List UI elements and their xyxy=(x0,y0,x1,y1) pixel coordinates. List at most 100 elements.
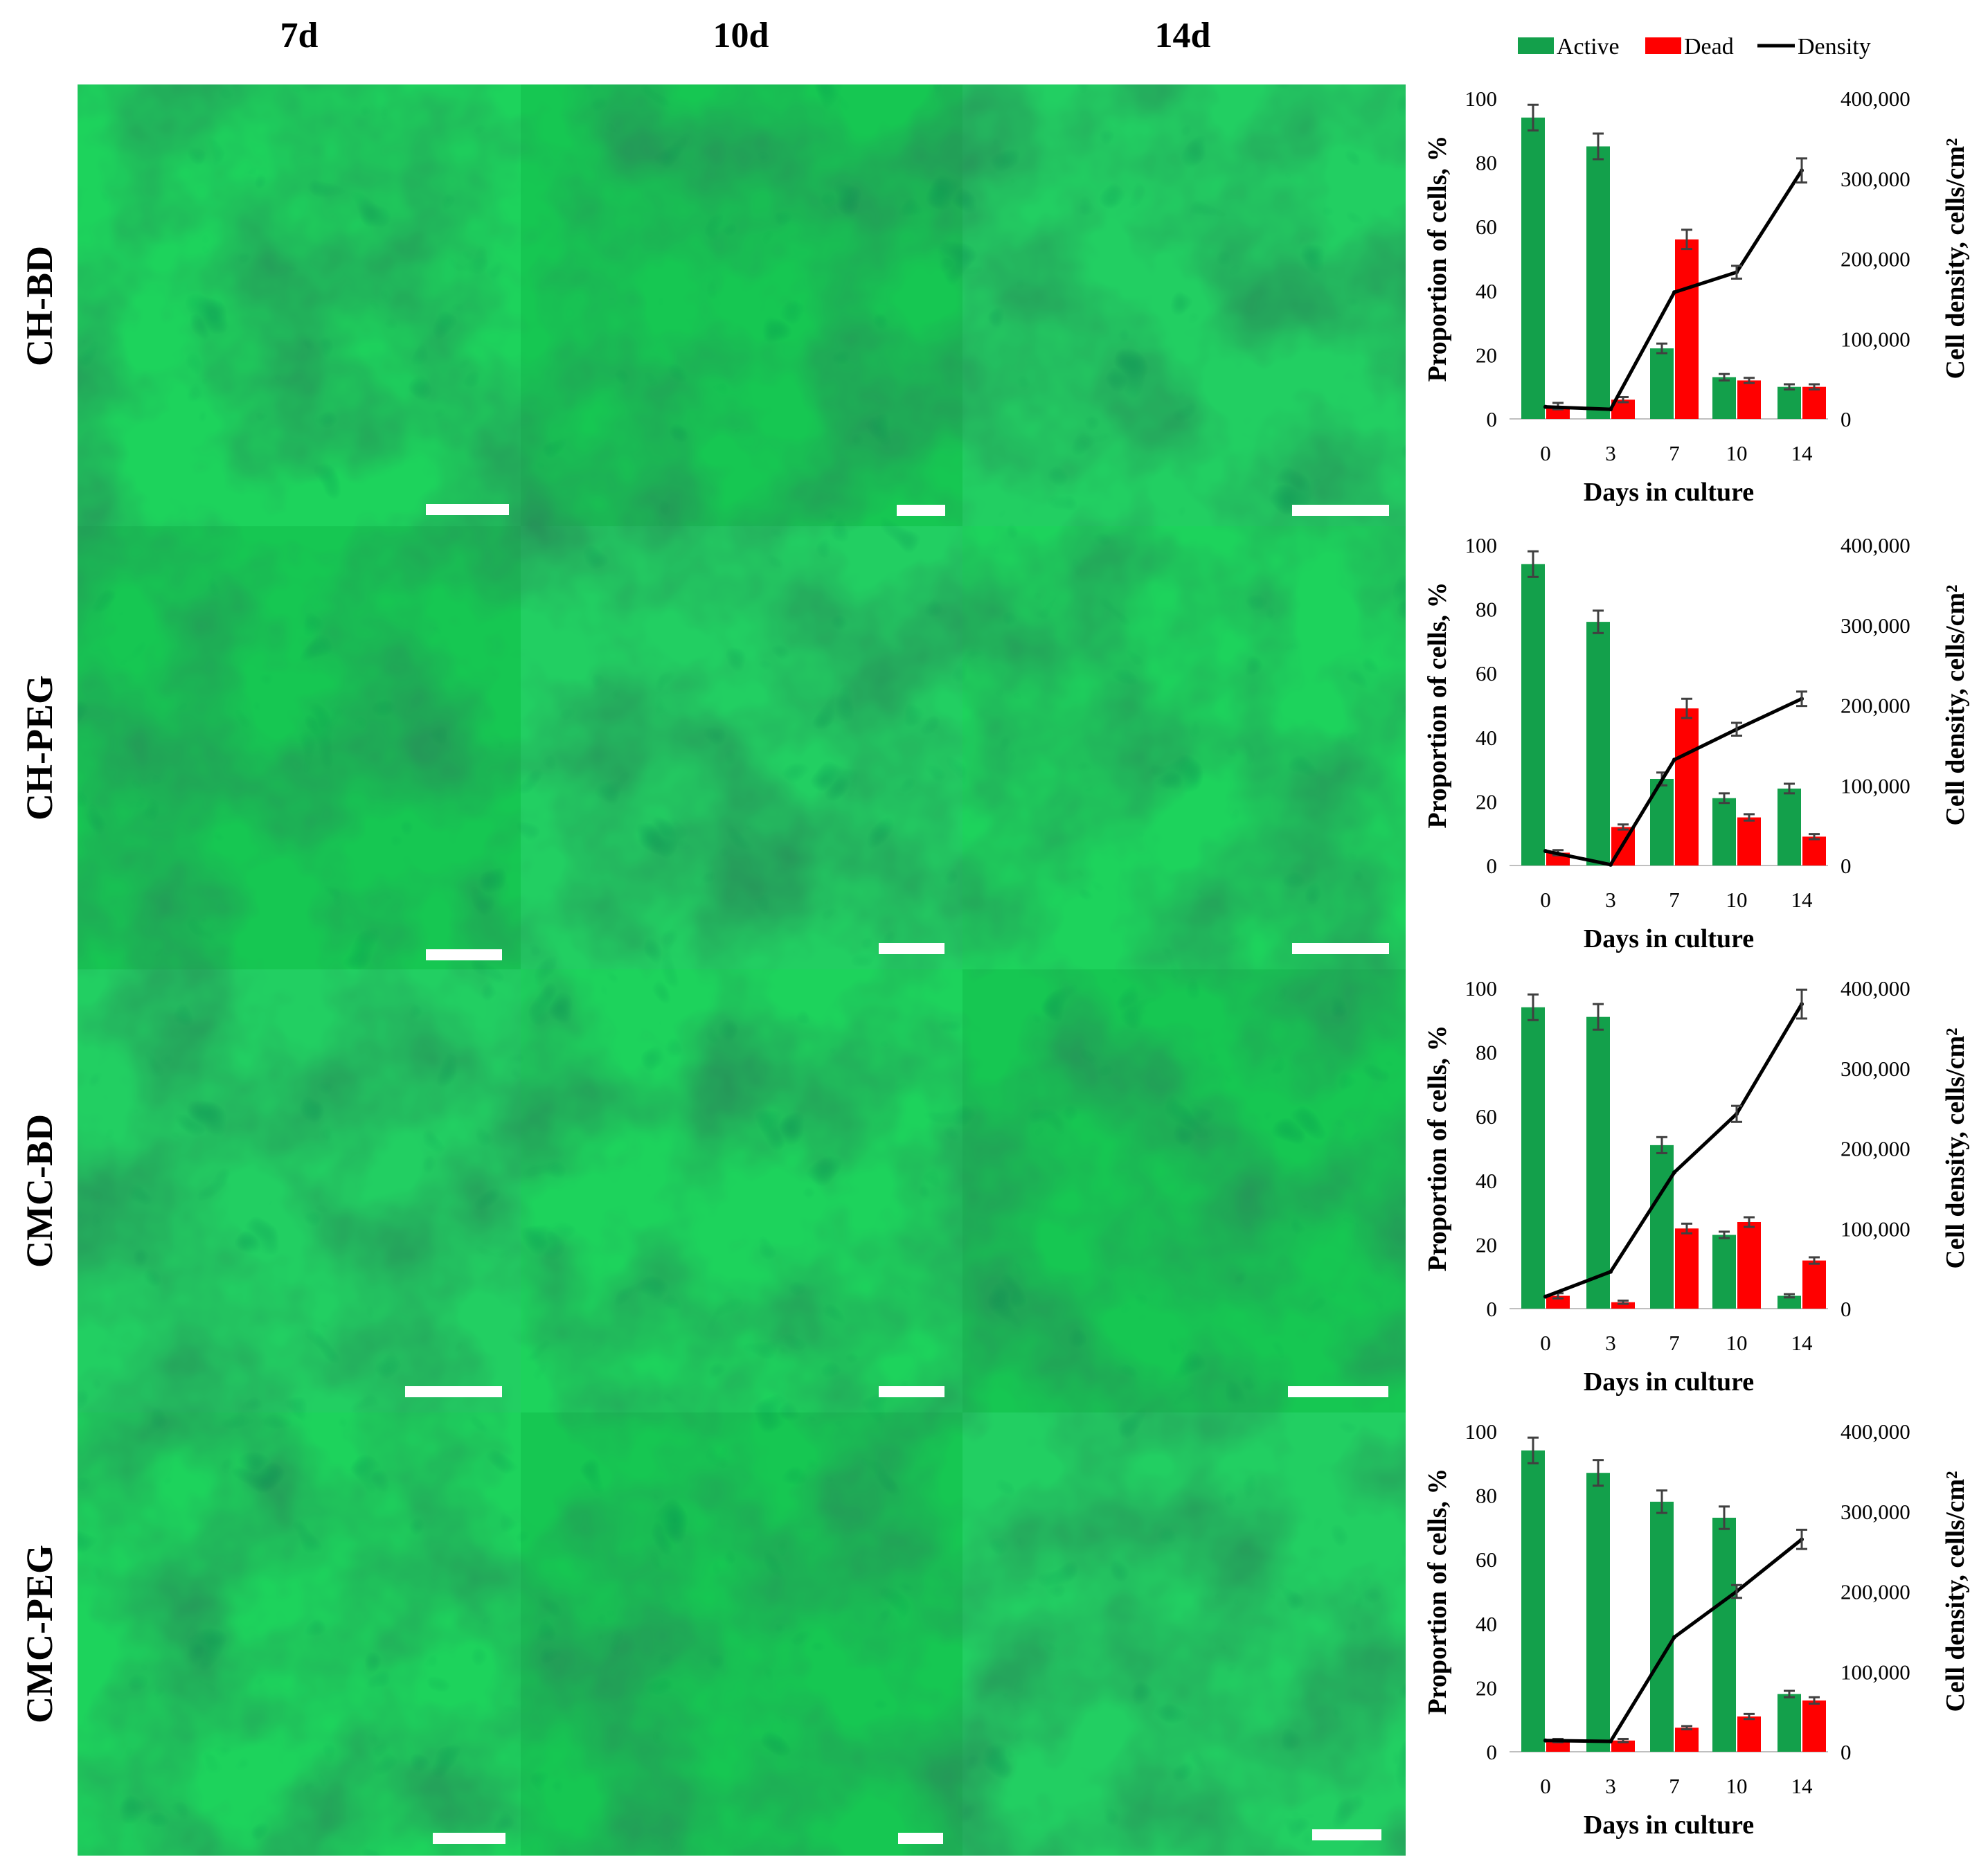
x-tick-label: 14 xyxy=(1791,1331,1814,1355)
y2-axis-title: Cell density, cells/cm² xyxy=(1941,584,1970,825)
y2-tick-label: 200,000 xyxy=(1841,694,1910,718)
micrograph-ch-peg-10d xyxy=(521,526,964,969)
density-point xyxy=(1672,757,1676,762)
y2-axis-title: Cell density, cells/cm² xyxy=(1941,1028,1970,1268)
scale-bar xyxy=(1292,943,1389,954)
micrograph-cell-walls xyxy=(78,969,521,1412)
scale-bar xyxy=(426,949,502,960)
density-point xyxy=(1672,1170,1676,1175)
bar-dead xyxy=(1546,1295,1570,1309)
row-header-cmc-bd: CMC-BD xyxy=(19,1114,60,1268)
column-header-10d: 10d xyxy=(713,16,769,55)
scale-bar xyxy=(879,1386,944,1397)
bar-active xyxy=(1777,1694,1801,1752)
y-tick-label: 100 xyxy=(1465,533,1498,557)
bar-dead xyxy=(1737,1221,1761,1309)
bar-dead xyxy=(1611,1302,1635,1309)
density-point xyxy=(1543,404,1548,409)
x-tick-label: 0 xyxy=(1540,888,1551,912)
row-header-ch-peg: CH-PEG xyxy=(19,675,60,820)
y2-tick-label: 0 xyxy=(1841,854,1852,878)
row-header-cmc-peg: CMC-PEG xyxy=(19,1545,60,1723)
y-tick-label: 100 xyxy=(1465,1419,1498,1444)
bar-active xyxy=(1712,1235,1736,1309)
x-tick-label: 7 xyxy=(1669,441,1680,465)
y-tick-label: 40 xyxy=(1476,1612,1497,1636)
bar-dead xyxy=(1675,239,1699,419)
micrograph-cell-walls xyxy=(78,526,521,969)
scale-bar xyxy=(405,1386,502,1397)
micrograph-ch-peg-14d xyxy=(962,526,1406,969)
scale-bar xyxy=(897,505,945,516)
y-tick-label: 0 xyxy=(1487,854,1498,878)
y2-tick-label: 200,000 xyxy=(1841,247,1910,271)
chart-ch-bd: 0204060801000100,000200,000300,000400,00… xyxy=(1423,87,1970,507)
y2-tick-label: 300,000 xyxy=(1841,167,1910,191)
x-tick-label: 3 xyxy=(1605,888,1616,912)
bar-dead xyxy=(1611,1740,1635,1752)
bar-active xyxy=(1586,622,1610,865)
y2-tick-label: 300,000 xyxy=(1841,613,1910,638)
scale-bar xyxy=(879,943,944,954)
scale-bar xyxy=(1292,505,1389,516)
bar-active xyxy=(1712,798,1736,865)
bar-dead xyxy=(1737,380,1761,419)
x-tick-label: 10 xyxy=(1726,1774,1748,1798)
micrograph-cell-walls xyxy=(521,969,964,1412)
bar-dead xyxy=(1675,1728,1699,1752)
density-point xyxy=(1543,849,1548,854)
bar-active xyxy=(1586,146,1610,419)
scale-bar xyxy=(898,1833,943,1844)
y2-tick-label: 400,000 xyxy=(1841,87,1910,111)
y-tick-label: 20 xyxy=(1476,789,1497,814)
bar-active xyxy=(1586,1473,1610,1752)
x-tick-label: 0 xyxy=(1540,1774,1551,1798)
bar-active xyxy=(1521,117,1545,419)
y-tick-label: 60 xyxy=(1476,1104,1497,1129)
y-tick-label: 100 xyxy=(1465,976,1498,1001)
micrograph-cell-walls xyxy=(521,84,964,528)
legend-active-label: Active xyxy=(1557,34,1620,60)
y2-tick-label: 300,000 xyxy=(1841,1057,1910,1081)
y2-tick-label: 200,000 xyxy=(1841,1580,1910,1604)
row-header-ch-bd: CH-BD xyxy=(19,246,60,366)
y-tick-label: 40 xyxy=(1476,726,1497,750)
bar-active xyxy=(1650,1145,1674,1309)
scale-bar xyxy=(426,504,509,515)
x-tick-label: 0 xyxy=(1540,1331,1551,1355)
micrograph-cmc-peg-10d xyxy=(521,1412,964,1856)
bar-dead xyxy=(1802,386,1826,419)
y2-axis-title: Cell density, cells/cm² xyxy=(1941,1471,1970,1712)
y2-tick-label: 0 xyxy=(1841,1297,1852,1321)
y-tick-label: 80 xyxy=(1476,1484,1497,1508)
chart-cmc-peg: 0204060801000100,000200,000300,000400,00… xyxy=(1423,1419,1970,1840)
y2-tick-label: 400,000 xyxy=(1841,1419,1910,1444)
density-point xyxy=(1543,1294,1548,1299)
y2-tick-label: 400,000 xyxy=(1841,533,1910,557)
x-axis-title: Days in culture xyxy=(1584,1367,1754,1397)
y-tick-label: 20 xyxy=(1476,1676,1497,1700)
y-tick-label: 80 xyxy=(1476,151,1497,175)
x-tick-label: 14 xyxy=(1791,441,1814,465)
y2-tick-label: 400,000 xyxy=(1841,976,1910,1001)
x-tick-label: 10 xyxy=(1726,888,1748,912)
legend-dead-swatch xyxy=(1645,37,1681,54)
micrograph-cell-walls xyxy=(962,1412,1406,1856)
chart-cmc-bd: 0204060801000100,000200,000300,000400,00… xyxy=(1423,976,1970,1397)
bar-dead xyxy=(1802,1700,1826,1752)
bar-dead xyxy=(1675,708,1699,865)
y-tick-label: 0 xyxy=(1487,1297,1498,1321)
x-tick-label: 3 xyxy=(1605,1331,1616,1355)
y2-tick-label: 100,000 xyxy=(1841,327,1910,351)
y2-tick-label: 0 xyxy=(1841,1740,1852,1764)
x-axis-title: Days in culture xyxy=(1584,1811,1754,1840)
density-point xyxy=(1609,407,1613,412)
x-tick-label: 10 xyxy=(1726,1331,1748,1355)
x-tick-label: 7 xyxy=(1669,1331,1680,1355)
y-tick-label: 60 xyxy=(1476,661,1497,685)
y-tick-label: 0 xyxy=(1487,1740,1498,1764)
x-axis-title: Days in culture xyxy=(1584,924,1754,953)
micrograph-ch-bd-7d xyxy=(78,84,521,528)
density-point xyxy=(1609,1739,1613,1743)
